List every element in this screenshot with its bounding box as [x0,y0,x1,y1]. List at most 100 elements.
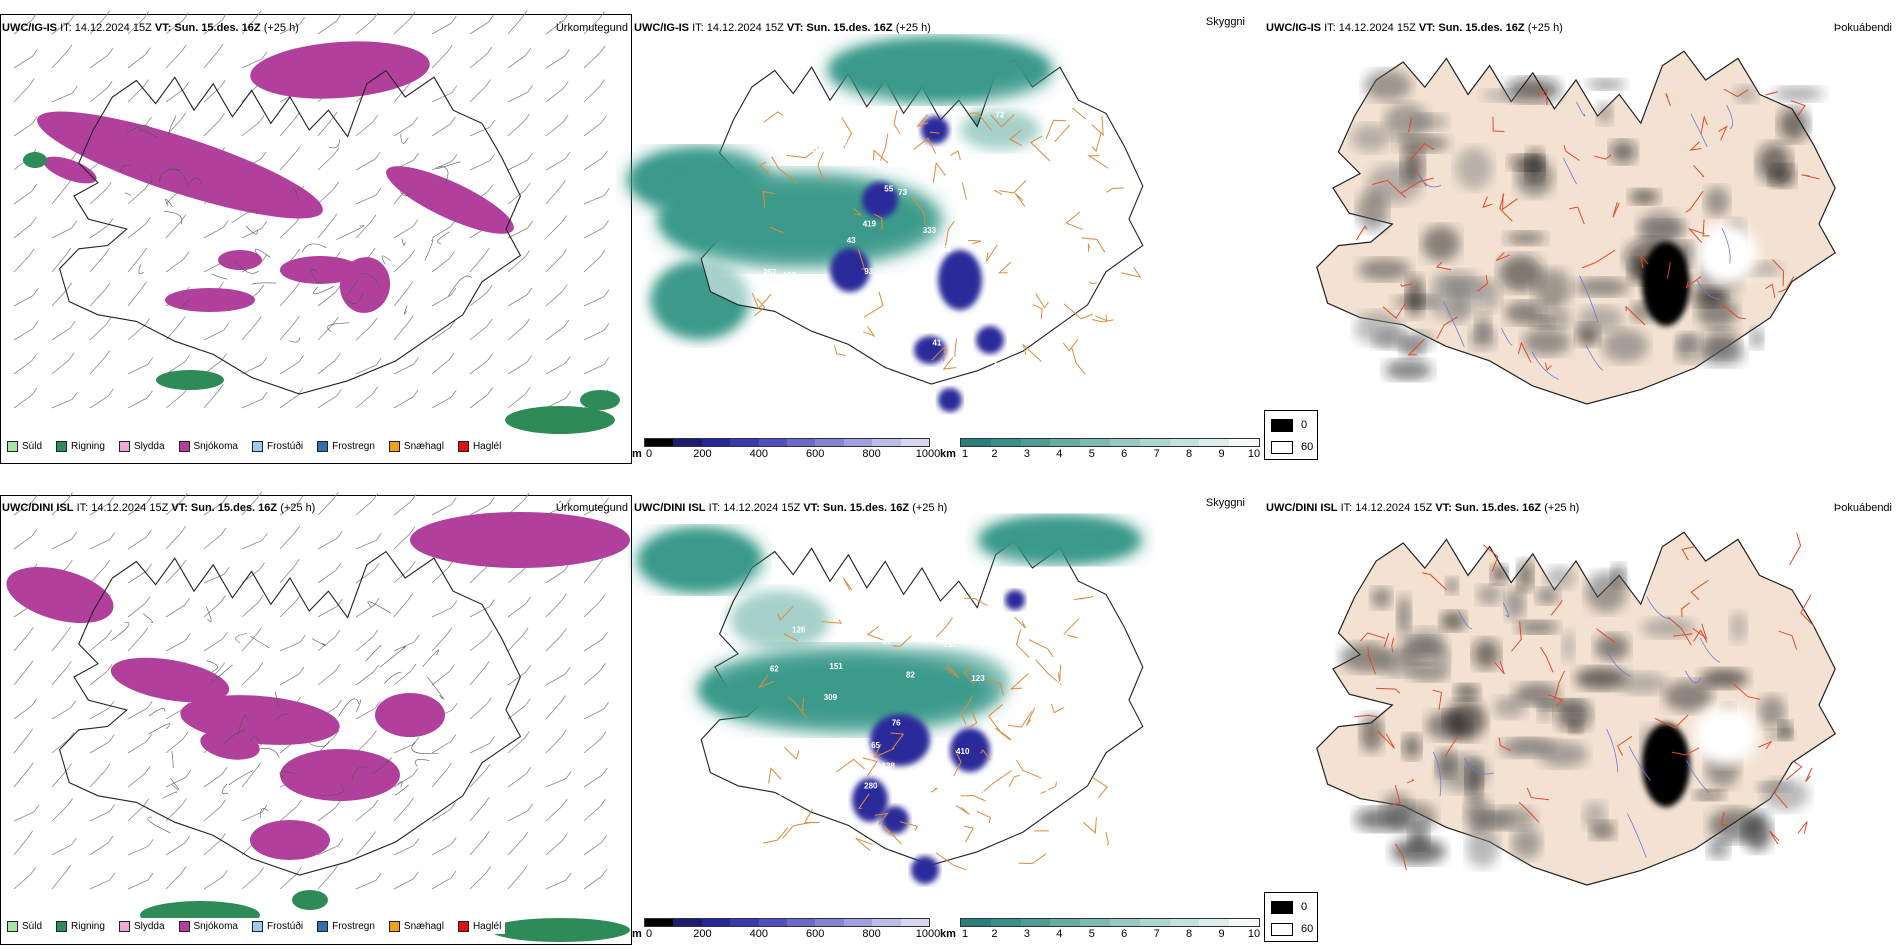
wind-barb [279,153,296,171]
road-line [1517,341,1532,363]
fog-shade [1476,585,1503,605]
colorbar-cell [1229,439,1259,446]
wind-barb [583,86,600,103]
wind-barb [241,874,259,890]
wind-barb [13,735,29,754]
wind-barb [431,741,452,754]
road-line [1092,319,1114,323]
wind-barb [545,362,566,375]
wind-barb [355,324,373,341]
wind-barb-flag [332,865,339,873]
vis-title-2: Skyggni [1205,497,1245,509]
fog-shade [1464,796,1492,832]
wind-barb [431,258,450,273]
wind-barb-flag [332,491,339,500]
wind-barb-flag [562,81,569,89]
wind-barb-flag [258,115,265,123]
cloud-base-label: 200 [843,139,857,148]
fog-shade [1586,78,1626,90]
wind-barb-flag [486,46,493,55]
road-line [980,749,991,761]
wind-barb-flag [104,763,111,772]
road-line [1071,347,1086,375]
wind-barb-flag [527,220,533,229]
cloud-base-label: 123 [971,674,985,683]
init-time: IT: 14.12.2024 15Z [1340,502,1433,514]
wind-barb-flag [222,869,228,878]
road-line [276,713,289,720]
wind-barb-flag [335,14,342,22]
wind-barb [13,20,32,35]
wind-barb-flag [450,837,457,845]
wind-barb [13,255,30,273]
wind-barb-flag [223,567,230,575]
fog-shade [1371,587,1392,609]
wind-barb [89,539,111,550]
river-line [1500,327,1513,346]
wind-barb-flag [560,593,567,602]
wind-barb-flag [489,119,496,128]
field-patch [218,250,262,270]
wind-barb-flag [372,629,379,638]
coastline [58,69,522,395]
road-line [916,114,929,128]
cloud-base-label: 41 [932,339,941,348]
wind-barb [431,808,451,822]
wind-barb [89,670,108,686]
cloud-base-label: 27 [878,128,887,137]
wind-barb [583,504,604,516]
colorbar-cell [701,919,731,926]
wind-barb-flag [184,597,190,606]
road-line [1498,737,1512,752]
wind-barb [545,291,563,307]
wind-barb-flag [602,631,608,640]
road-line [1685,190,1704,213]
fog-shade [1405,275,1424,318]
wind-barb-flag [294,146,301,154]
cloud-base-label: 162 [938,244,952,253]
wind-barb-flag [334,664,341,672]
wind-barb [127,397,148,409]
wind-barb [51,844,72,856]
field-patch [110,657,230,703]
wind-barb-flag [603,357,610,365]
wind-barb [583,194,605,205]
wind-barb-flag [333,147,340,155]
legend-swatch [7,440,18,452]
river-line [1579,275,1599,323]
colorbar-tick: 10 [1247,448,1261,460]
cloud-base-label: 146 [1032,227,1046,236]
wind-barb-flag [526,287,533,296]
wind-barb [431,877,452,890]
legend-item: Rigning [56,440,105,452]
wind-barb [165,88,185,103]
road-line [1764,283,1776,298]
road-line [328,139,340,149]
wind-barb-flag [27,762,34,771]
cloud-base-label: 138 [882,762,896,771]
wind-barb-flag [599,45,606,54]
fog-legend-label: 60 [1301,441,1314,453]
field-patch [938,250,982,310]
wind-barb-flag [184,633,191,641]
road-line [1700,115,1708,135]
colorbar-cell [730,439,759,446]
road-line [372,757,392,775]
wind-barb [469,873,486,890]
fog-shade [1778,721,1793,740]
wind-barb [127,536,147,550]
wind-barb-flag [28,627,34,635]
wind-barb-flag [220,527,227,536]
fog-shade [1484,806,1536,830]
road-line [1548,694,1564,706]
wind-barb [507,257,525,273]
wind-barb-flag [293,316,300,324]
fog-shade [1596,102,1613,125]
wind-barb-flag [375,187,382,196]
model-name: UWC/IG-IS [2,22,57,34]
wind-barb-flag [564,666,571,675]
wind-barb-flag [599,79,605,87]
colorbar-cell [1020,439,1051,446]
road-line [1667,616,1692,646]
vis-header-1: UWC/IG-IS IT: 14.12.2024 15Z VT: Sun. 15… [634,22,931,34]
